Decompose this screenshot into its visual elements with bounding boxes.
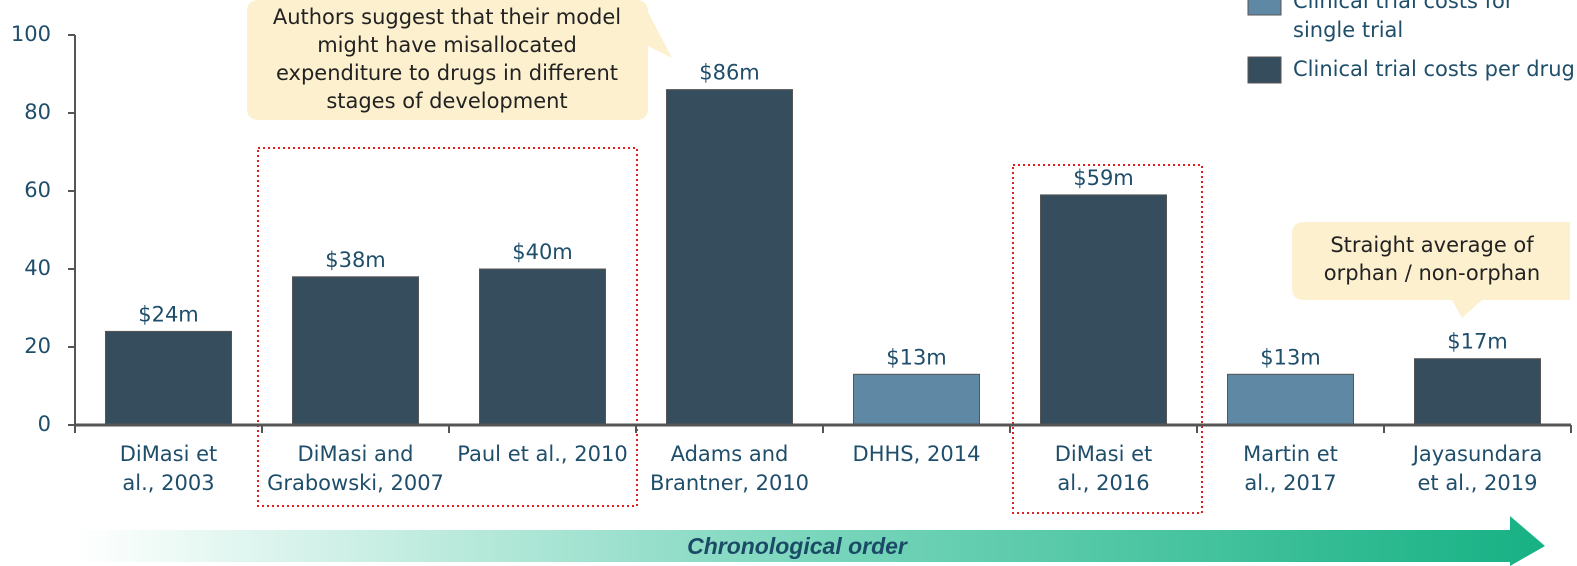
callout (247, 0, 672, 120)
highlight-box (1012, 164, 1203, 514)
y-tick-label: 60 (24, 178, 51, 202)
y-tick-label: 100 (11, 22, 51, 46)
x-tick-label: Jayasundara et al., 2019 (1411, 442, 1543, 495)
x-tick-label: DHHS, 2014 (853, 442, 981, 466)
x-tick-label: DiMasi and Grabowski, 2007 (267, 442, 444, 495)
bar (666, 89, 793, 426)
bar (1040, 194, 1167, 426)
bar (292, 276, 419, 426)
bar (1227, 373, 1354, 426)
chronology-arrow (75, 516, 1545, 566)
data-label: $17m (1447, 330, 1508, 354)
data-label: $24m (138, 302, 199, 326)
x-tick-label: DiMasi et al., 2003 (120, 442, 218, 495)
data-label: $86m (699, 61, 760, 85)
data-label: $59m (1073, 166, 1134, 190)
data-label: $13m (1260, 345, 1321, 369)
annotation: Straight average of orphan / non-orphan (1324, 233, 1540, 285)
legend-label: Clinical trial costs per drug (1293, 57, 1575, 81)
data-label: $38m (325, 248, 386, 272)
bar (1414, 358, 1541, 426)
y-tick-label: 0 (38, 412, 51, 436)
annotation: Authors suggest that their model might ha… (273, 5, 621, 113)
callout (1292, 222, 1570, 318)
y-tick-label: 40 (24, 256, 51, 280)
highlight-box (257, 147, 638, 507)
y-tick-label: 80 (24, 100, 51, 124)
bar (853, 373, 980, 426)
x-tick-label: Martin et al., 2017 (1243, 442, 1338, 495)
bar (479, 268, 606, 426)
legend-swatch (1247, 0, 1282, 16)
x-tick-label: DiMasi et al., 2016 (1055, 442, 1153, 495)
x-tick-label: Paul et al., 2010 (457, 442, 627, 466)
x-axis-label: Chronological order (687, 533, 908, 559)
data-label: $13m (886, 345, 947, 369)
x-tick-label: Adams and Brantner, 2010 (650, 442, 809, 495)
bar (105, 330, 232, 426)
legend-label: Clinical trial costs for single trial (1293, 0, 1514, 42)
y-tick-label: 20 (24, 334, 51, 358)
data-label: $40m (512, 240, 573, 264)
legend-swatch (1247, 56, 1282, 84)
